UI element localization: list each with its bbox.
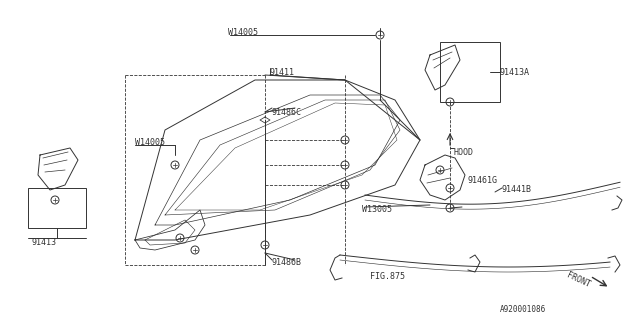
Text: 91486B: 91486B — [272, 258, 302, 267]
Text: HOOD: HOOD — [454, 148, 474, 157]
Text: 91461G: 91461G — [468, 176, 498, 185]
Text: FRONT: FRONT — [565, 271, 591, 290]
Text: 91441B: 91441B — [502, 185, 532, 194]
Bar — [28, 188, 86, 228]
Text: FIG.875: FIG.875 — [370, 272, 405, 281]
Text: W14005: W14005 — [135, 138, 165, 147]
Bar — [440, 42, 500, 102]
Text: 91413: 91413 — [32, 238, 57, 247]
Text: W13005: W13005 — [362, 205, 392, 214]
Text: 91413A: 91413A — [500, 68, 530, 77]
Text: A920001086: A920001086 — [500, 305, 547, 314]
Text: W14005: W14005 — [228, 28, 258, 37]
Text: 91486C: 91486C — [272, 108, 302, 117]
Text: 91411: 91411 — [270, 68, 295, 77]
